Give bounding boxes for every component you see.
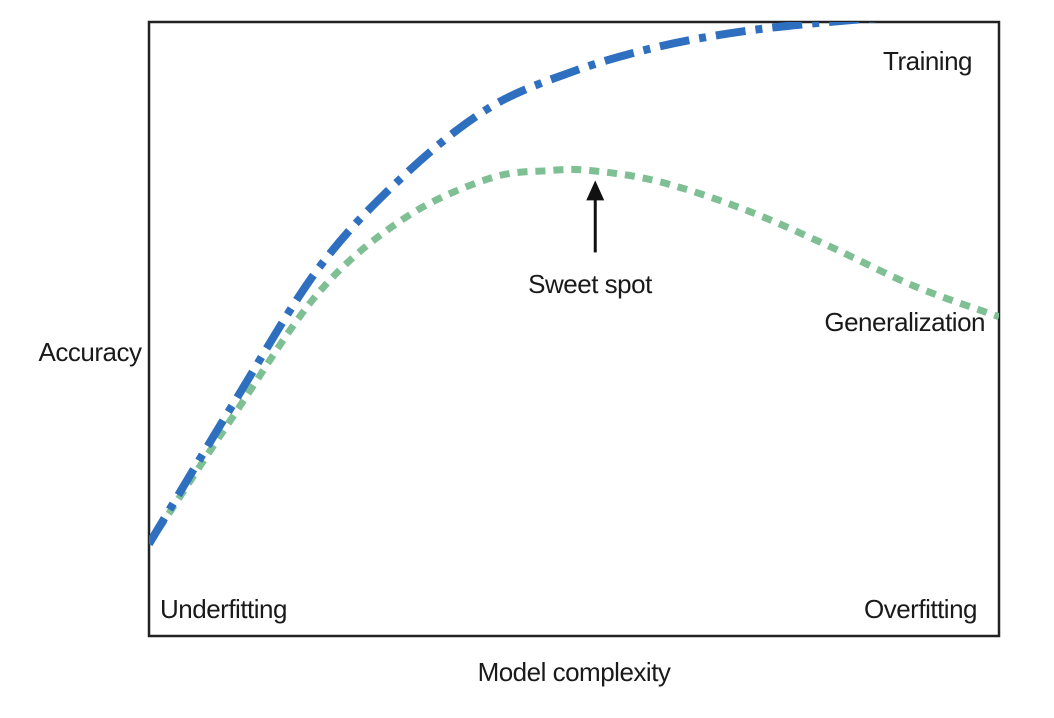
sweet-spot-arrow <box>586 180 605 253</box>
y-axis-label: Accuracy <box>39 337 142 367</box>
x-axis-label: Model complexity <box>478 657 671 687</box>
series-line-training <box>149 22 880 546</box>
annotation-sweet-spot: Sweet spot <box>528 269 653 299</box>
annotation-overfitting: Overfitting <box>864 594 977 624</box>
plot-frame <box>147 20 1001 638</box>
annotation-underfitting: Underfitting <box>160 594 287 624</box>
series-line-generalization <box>149 165 999 546</box>
series-label-generalization: Generalization <box>824 307 985 337</box>
series-label-training: Training <box>883 46 972 76</box>
